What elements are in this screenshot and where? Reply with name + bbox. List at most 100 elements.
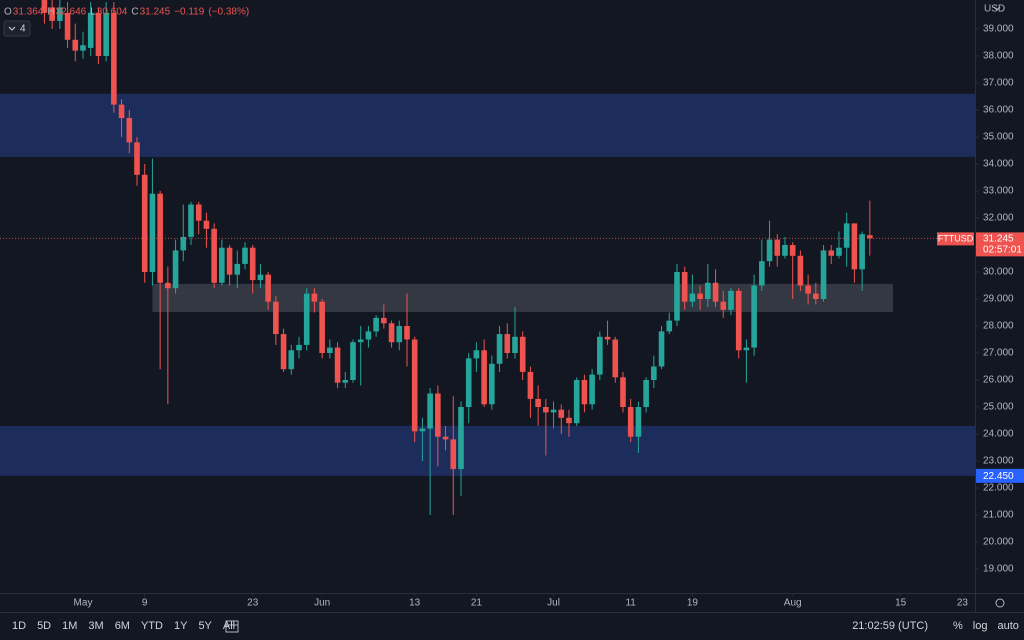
candle-body xyxy=(820,250,827,299)
candle-body xyxy=(180,236,187,251)
candle-body xyxy=(789,244,796,256)
y-tick-label: 37.000 xyxy=(983,78,1014,89)
candle-body xyxy=(435,393,441,437)
candle-body xyxy=(149,193,156,272)
legend-change: −0.119 xyxy=(174,7,205,18)
y-tick-label: 24.000 xyxy=(983,429,1014,440)
candle-body xyxy=(350,342,356,380)
candle-body xyxy=(465,358,472,407)
price-tag xyxy=(976,468,1024,483)
timeframe-button[interactable]: All xyxy=(223,620,235,632)
candle-body xyxy=(219,247,225,283)
y-tick-label: 27.000 xyxy=(983,348,1014,359)
x-tick-label: 23 xyxy=(247,598,259,609)
candle-body xyxy=(265,274,271,302)
scale-button[interactable]: auto xyxy=(997,620,1018,632)
candle-body xyxy=(118,104,125,119)
candle-body xyxy=(141,174,148,272)
scale-button[interactable]: log xyxy=(973,620,988,632)
candle-body xyxy=(697,293,703,299)
x-tick-label: 23 xyxy=(957,598,969,609)
candle-body xyxy=(689,293,696,302)
y-tick-label: 26.000 xyxy=(983,375,1014,386)
countdown-label: 02:57:01 xyxy=(983,245,1022,256)
x-tick-label: 9 xyxy=(142,598,148,609)
zone xyxy=(0,425,975,476)
zone xyxy=(152,283,893,312)
candle-body xyxy=(735,290,742,351)
symbol-label: FTTUSD xyxy=(938,233,974,243)
candle-body xyxy=(627,406,634,437)
candle-body xyxy=(797,255,804,286)
x-tick-label: 21 xyxy=(471,598,483,609)
timeframe-button[interactable]: 1Y xyxy=(174,620,188,632)
candle-body xyxy=(535,398,541,407)
candle-body xyxy=(388,323,395,343)
timeframe-button[interactable]: 3M xyxy=(88,620,103,632)
candle-body xyxy=(566,417,572,424)
y-tick-label: 39.000 xyxy=(983,24,1014,35)
candle-body xyxy=(751,285,757,348)
candle-body xyxy=(303,293,310,345)
candle-body xyxy=(427,393,433,429)
legend-value: 31.364 xyxy=(13,7,44,18)
scale-button[interactable]: % xyxy=(953,620,963,632)
timeframe-button[interactable]: 1D xyxy=(12,620,26,632)
candle-body xyxy=(666,320,673,332)
candle-body xyxy=(87,12,94,48)
timeframe-button[interactable]: YTD xyxy=(141,620,163,632)
x-tick-label: 15 xyxy=(895,598,907,609)
price-tag-label: 22.450 xyxy=(983,471,1014,482)
candle-body xyxy=(442,436,449,440)
candle-body xyxy=(527,371,534,399)
candle-body xyxy=(319,301,325,353)
candle-body xyxy=(280,334,287,370)
candle-body xyxy=(519,336,526,372)
candle-body xyxy=(450,439,457,470)
symbol-tag xyxy=(937,232,974,246)
y-tick-label: 38.000 xyxy=(983,51,1014,62)
candle-body xyxy=(381,317,387,324)
candle-body xyxy=(249,247,256,281)
currency-caret xyxy=(993,6,1001,11)
candle-body xyxy=(766,239,773,262)
candle-body xyxy=(774,239,781,256)
candle-body xyxy=(705,282,711,299)
legend-key: L xyxy=(90,7,96,18)
indicator-count: 4 xyxy=(20,24,26,35)
candle-body xyxy=(496,334,503,364)
x-tick-label: 11 xyxy=(625,598,636,609)
timeframe-button[interactable]: 5D xyxy=(37,620,51,632)
candle-body xyxy=(828,250,835,256)
candle-body xyxy=(859,234,865,270)
candle-body xyxy=(211,228,217,283)
x-tick-label: 19 xyxy=(687,598,699,609)
candle-body xyxy=(489,363,495,405)
y-tick-label: 25.000 xyxy=(983,402,1014,413)
candle-body xyxy=(373,317,379,332)
y-tick-label: 36.000 xyxy=(983,105,1014,116)
candle-body xyxy=(365,331,372,340)
candle-body xyxy=(111,12,117,105)
candle-body xyxy=(357,339,364,343)
timeframe-button[interactable]: 5Y xyxy=(198,620,212,632)
zone xyxy=(0,93,975,157)
currency-label[interactable]: USD xyxy=(984,4,1005,15)
timeframe-button[interactable]: 1M xyxy=(62,620,77,632)
candle-body xyxy=(49,7,55,21)
candle-body xyxy=(195,204,202,221)
candle-body xyxy=(157,193,163,283)
candle-body xyxy=(643,379,649,407)
candle-body xyxy=(805,285,811,294)
indicator-toggle[interactable] xyxy=(3,20,31,37)
candle-body xyxy=(504,334,511,353)
candle-body xyxy=(342,379,349,383)
x-tick-label: 13 xyxy=(409,598,421,609)
y-tick-label: 30.000 xyxy=(983,267,1014,278)
y-tick-label: 28.000 xyxy=(983,321,1014,332)
candle-body xyxy=(512,336,518,353)
y-tick-label: 21.000 xyxy=(983,510,1014,521)
candle-body xyxy=(327,347,333,353)
timeframe-button[interactable]: 6M xyxy=(115,620,130,632)
candle-body xyxy=(203,220,210,229)
